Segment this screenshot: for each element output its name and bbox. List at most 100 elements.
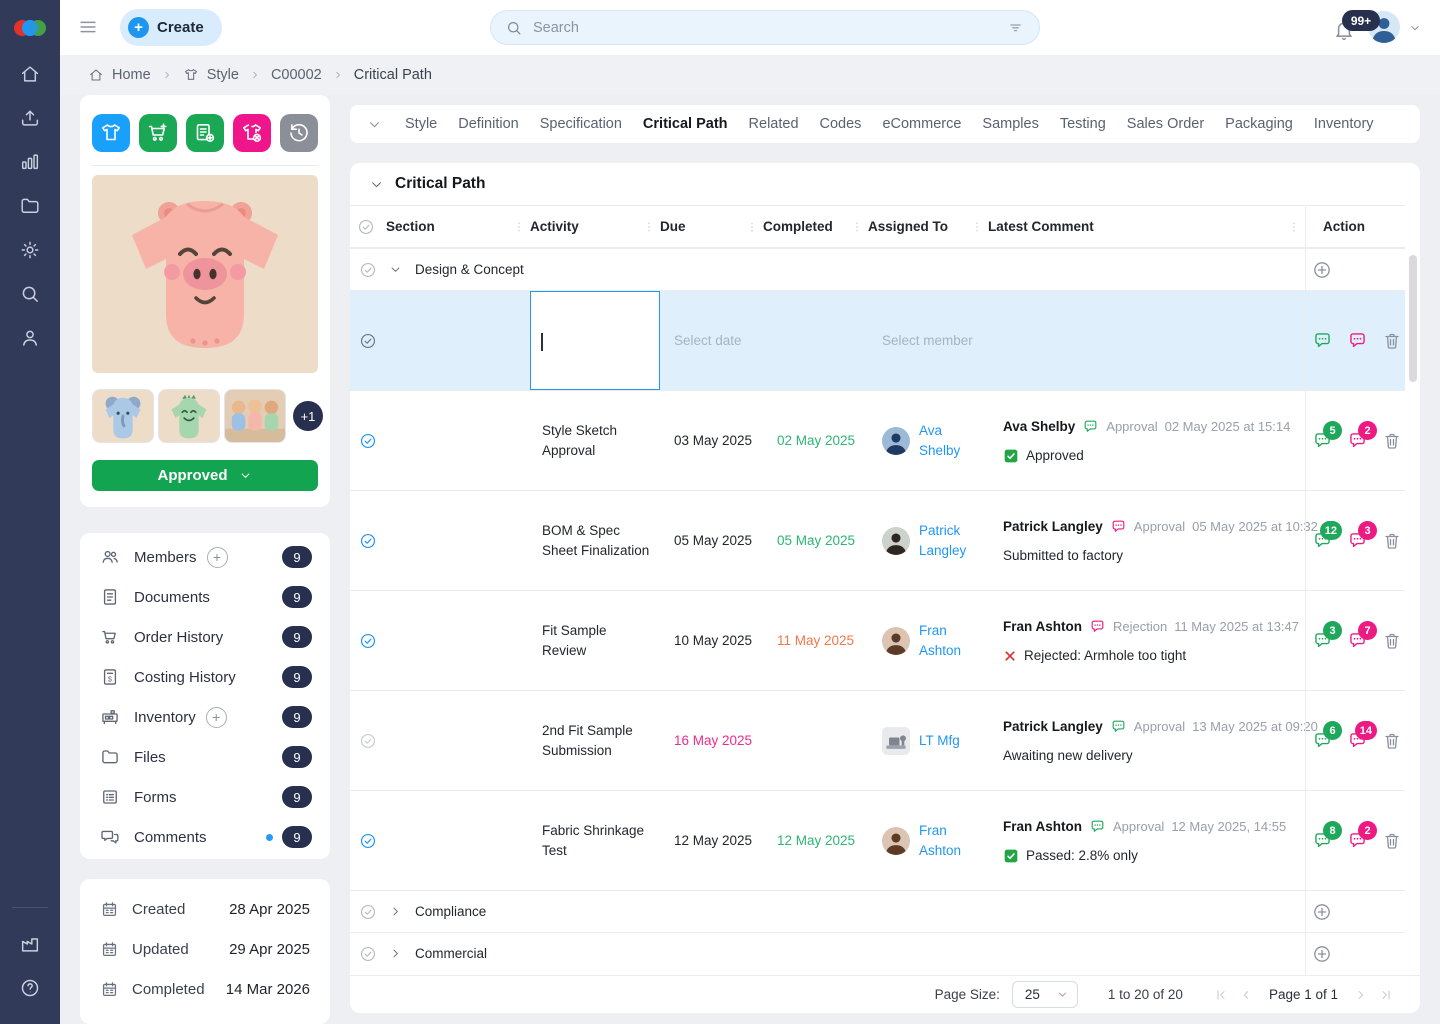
column-menu-icon[interactable] [850,220,864,234]
approve-comments-button[interactable]: 5 [1312,421,1342,451]
column-header-activity[interactable]: Activity [530,219,660,234]
add-inventory-button[interactable]: + [205,706,227,728]
sidebar-upload-icon[interactable] [0,96,60,140]
chevron-right-icon[interactable] [388,904,403,919]
column-header-completed[interactable]: Completed [763,219,868,234]
approve-comments-button[interactable]: 6 [1312,721,1342,751]
task-row-2nd-fit-sample-submission[interactable]: 2nd Fit Sample Submission 16 May 2025 LT… [350,690,1405,790]
filter-icon[interactable] [1006,18,1025,37]
tabs-collapse-chevron-icon[interactable] [366,116,383,133]
prev-page-button[interactable] [1238,987,1254,1003]
hamburger-menu-icon[interactable] [77,16,99,38]
sidebar-gear-icon[interactable] [0,228,60,272]
column-menu-icon[interactable] [745,220,759,234]
select-all-checkbox[interactable] [350,218,386,236]
row-checkbox[interactable] [359,432,377,450]
column-header-assigned-to[interactable]: Assigned To [868,219,988,234]
menu-item-order-history[interactable]: Order History 9 [80,617,330,657]
create-button[interactable]: + Create [120,9,222,46]
menu-item-documents[interactable]: Documents 9 [80,577,330,617]
delete-row-button[interactable] [1382,831,1402,851]
reject-comments-button[interactable]: 2 [1347,421,1377,451]
breadcrumb-item-c00002[interactable]: C00002 [270,67,322,83]
new-activity-edit-row[interactable]: Select date Select member [350,290,1405,390]
approve-comments-button[interactable]: 3 [1312,621,1342,651]
column-header-latest-comment[interactable]: Latest Comment [988,219,1305,234]
reject-comment-button[interactable] [1347,330,1368,351]
tab-testing[interactable]: Testing [1059,116,1106,132]
column-menu-icon[interactable] [512,220,526,234]
tab-ecommerce[interactable]: eCommerce [882,116,962,132]
task-row-bom-spec-sheet-finalization[interactable]: BOM & Spec Sheet Finalization 05 May 202… [350,490,1405,590]
delete-row-button[interactable] [1382,631,1402,651]
approve-comment-button[interactable] [1312,330,1333,351]
breadcrumb-item-style[interactable]: Style [183,67,239,83]
section-group-row-commercial[interactable]: Commercial [350,932,1405,974]
chevron-down-icon[interactable] [388,262,403,277]
tab-sales-order[interactable]: Sales Order [1126,116,1205,132]
search-bar[interactable] [490,10,1040,45]
drop-style-button[interactable] [233,114,271,152]
assignee-name-link[interactable]: LT Mfg [919,732,960,748]
status-dropdown-button[interactable]: Approved [92,460,318,491]
copy-style-button[interactable] [92,114,130,152]
sidebar-folder-icon[interactable] [0,184,60,228]
add-activity-button[interactable] [1312,944,1332,964]
first-page-button[interactable] [1213,987,1229,1003]
more-thumbnails-badge[interactable]: +1 [293,401,323,431]
column-header-due[interactable]: Due [660,219,763,234]
assignee-picker[interactable]: Select member [882,333,973,348]
product-hero-image[interactable] [92,175,318,373]
assignee-name-link[interactable]: Fran Ashton [919,822,962,858]
sidebar-home-icon[interactable] [0,52,60,96]
table-scrollbar[interactable] [1409,255,1417,382]
task-row-fabric-shrinkage-test[interactable]: Fabric Shrinkage Test 12 May 2025 12 May… [350,790,1405,890]
task-row-fit-sample-review[interactable]: Fit Sample Review 10 May 2025 11 May 202… [350,590,1405,690]
reject-comments-button[interactable]: 7 [1347,621,1377,651]
next-page-button[interactable] [1353,987,1369,1003]
add-activity-button[interactable] [1312,260,1332,280]
section-group-row-design-concept[interactable]: Design & Concept [350,248,1405,290]
assignee-name-link[interactable]: Patrick Langley [919,522,967,558]
add-spec-button[interactable] [186,114,224,152]
row-checkbox[interactable] [359,532,377,550]
tab-packaging[interactable]: Packaging [1225,116,1293,132]
sidebar-search-icon[interactable] [0,272,60,316]
assignee-name-link[interactable]: Fran Ashton [919,622,962,658]
add-members-button[interactable]: + [206,546,228,568]
column-menu-icon[interactable] [1287,220,1301,234]
thumbnail-blue-elephant[interactable] [92,389,154,443]
menu-item-inventory[interactable]: Inventory + 9 [80,697,330,737]
sidebar-help-icon[interactable] [19,966,41,1010]
column-menu-icon[interactable] [642,220,656,234]
sidebar-factory-icon[interactable] [19,922,41,966]
approve-comments-button[interactable]: 12 [1312,521,1342,551]
due-date-picker[interactable]: Select date [674,333,742,348]
breadcrumb-item-home[interactable]: Home [88,67,151,83]
add-to-order-button[interactable] [139,114,177,152]
panel-collapse-chevron-icon[interactable] [368,176,385,193]
delete-row-button[interactable] [1382,531,1402,551]
row-checkbox[interactable] [359,732,377,750]
page-size-select[interactable]: 25 [1011,981,1078,1008]
row-checkbox[interactable] [359,903,377,921]
row-checkbox[interactable] [359,632,377,650]
reject-comments-button[interactable]: 3 [1347,521,1377,551]
approve-comments-button[interactable]: 8 [1312,821,1342,851]
tab-related[interactable]: Related [748,116,799,132]
tab-inventory[interactable]: Inventory [1313,116,1374,132]
tab-critical-path[interactable]: Critical Path [642,116,728,132]
section-group-row-compliance[interactable]: Compliance [350,890,1405,932]
chevron-right-icon[interactable] [388,946,403,961]
row-checkbox[interactable] [359,261,377,279]
menu-item-costing-history[interactable]: $ Costing History 9 [80,657,330,697]
user-menu-chevron-icon[interactable] [1408,21,1422,35]
assignee-name-link[interactable]: Ava Shelby [919,422,961,458]
delete-row-button[interactable] [1382,331,1402,351]
tab-samples[interactable]: Samples [982,116,1039,132]
delete-row-button[interactable] [1382,431,1402,451]
row-checkbox[interactable] [359,332,377,350]
sidebar-chart-icon[interactable] [0,140,60,184]
add-activity-button[interactable] [1312,902,1332,922]
column-header-action[interactable]: Action [1305,206,1405,247]
